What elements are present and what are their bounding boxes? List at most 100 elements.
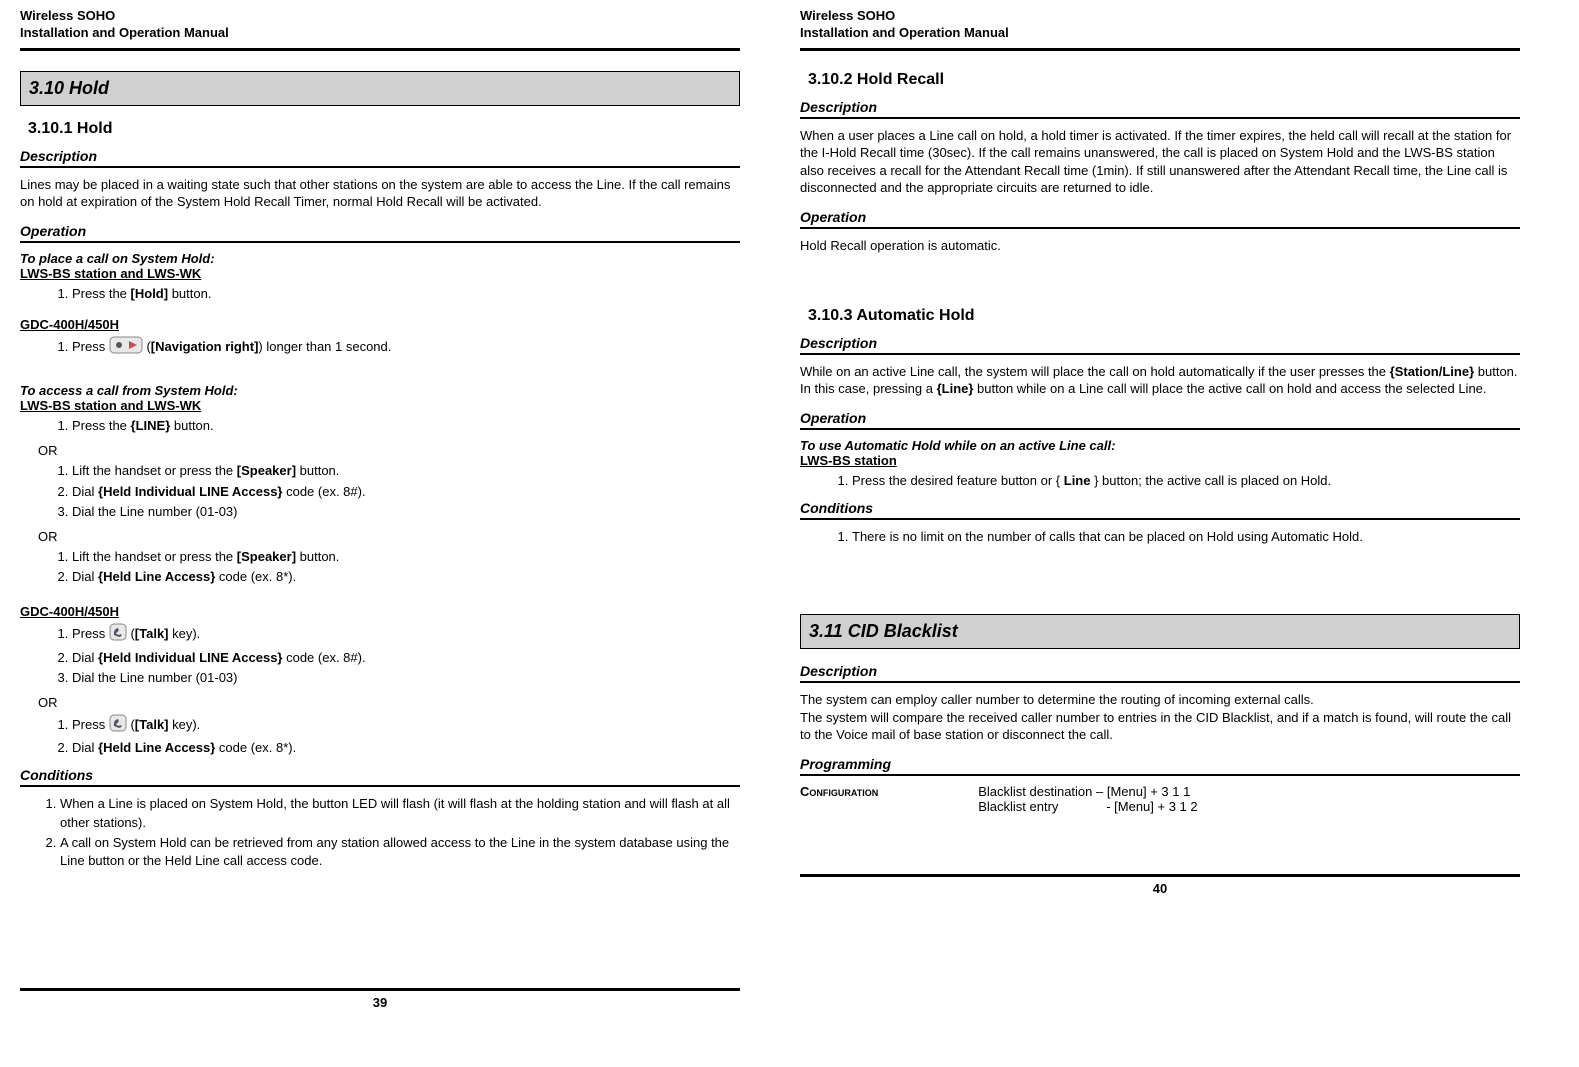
page-number: 40 bbox=[800, 881, 1520, 896]
or-text: OR bbox=[38, 443, 740, 458]
conditions-label: Conditions bbox=[20, 767, 740, 787]
access-steps-b: Lift the handset or press the [Speaker] … bbox=[20, 462, 740, 521]
access-sub: LWS-BS station and LWS-WK bbox=[20, 398, 740, 413]
text: key). bbox=[169, 717, 201, 732]
talk-key-icon bbox=[109, 623, 127, 646]
gdc2-steps-b: Press ([Talk] key). Dial {Held Line Acce… bbox=[20, 714, 740, 757]
text: Press the bbox=[72, 418, 131, 433]
text: Dial bbox=[72, 484, 98, 499]
page-container: Wireless SOHO Installation and Operation… bbox=[0, 0, 1579, 1050]
text: Dial bbox=[72, 569, 98, 584]
text: - [Menu] + 3 1 2 bbox=[1106, 799, 1197, 814]
list-item: Dial {Held Individual LINE Access} code … bbox=[72, 649, 740, 667]
text: While on an active Line call, the system… bbox=[800, 364, 1390, 379]
text: key). bbox=[169, 626, 201, 641]
section-3-11: 3.11 CID Blacklist bbox=[800, 614, 1520, 649]
text: button. bbox=[296, 549, 339, 564]
list-item: Lift the handset or press the [Speaker] … bbox=[72, 548, 740, 566]
header-line2: Installation and Operation Manual bbox=[20, 25, 740, 42]
cid-desc: The system can employ caller number to d… bbox=[800, 691, 1520, 744]
list-item: Press ([Talk] key). bbox=[72, 714, 740, 737]
heading-3-10-1: 3.10.1 Hold bbox=[28, 120, 740, 138]
text: Lift the handset or press the bbox=[72, 463, 237, 478]
nav-right-icon bbox=[109, 336, 143, 359]
ah-desc: While on an active Line call, the system… bbox=[800, 363, 1520, 398]
text: code (ex. 8*). bbox=[215, 569, 296, 584]
programming-label: Programming bbox=[800, 756, 1520, 776]
list-item: Press ([Navigation right]) longer than 1… bbox=[72, 336, 740, 359]
place-call-sub: LWS-BS station and LWS-WK bbox=[20, 266, 740, 281]
prog-row1: Blacklist destination – [Menu] + 3 1 1 bbox=[978, 784, 1197, 799]
page-header: Wireless SOHO Installation and Operation… bbox=[20, 8, 740, 42]
description-label: Description bbox=[800, 99, 1520, 119]
text: button. bbox=[168, 286, 211, 301]
text-bold: {Held Individual LINE Access} bbox=[98, 650, 282, 665]
ah-op-sub: LWS-BS station bbox=[800, 453, 1520, 468]
header-line1: Wireless SOHO bbox=[800, 8, 1520, 25]
text-bold: [Speaker] bbox=[237, 549, 296, 564]
gdc-steps: Press ([Navigation right]) longer than 1… bbox=[20, 336, 740, 359]
gdc2-steps-a: Press ([Talk] key). Dial {Held Individua… bbox=[20, 623, 740, 687]
text: } button; the active call is placed on H… bbox=[1090, 473, 1331, 488]
text: Press the desired feature button or { bbox=[852, 473, 1064, 488]
text: Blacklist entry bbox=[978, 799, 1106, 814]
list-item: Dial the Line number (01-03) bbox=[72, 503, 740, 521]
page-header: Wireless SOHO Installation and Operation… bbox=[800, 8, 1520, 42]
text-bold: [Talk] bbox=[135, 626, 169, 641]
text: ( bbox=[127, 626, 135, 641]
hr-desc: When a user places a Line call on hold, … bbox=[800, 127, 1520, 197]
operation-label: Operation bbox=[800, 209, 1520, 229]
text-bold: {Held Individual LINE Access} bbox=[98, 484, 282, 499]
page-number: 39 bbox=[20, 995, 740, 1010]
access-steps-c: Lift the handset or press the [Speaker] … bbox=[20, 548, 740, 586]
text: code (ex. 8*). bbox=[215, 740, 296, 755]
text-bold: {LINE} bbox=[131, 418, 171, 433]
list-item: Press ([Talk] key). bbox=[72, 623, 740, 646]
text: button. bbox=[1474, 364, 1517, 379]
text: In this case, pressing a bbox=[800, 381, 937, 396]
conditions-label: Conditions bbox=[800, 500, 1520, 520]
header-line1: Wireless SOHO bbox=[20, 8, 740, 25]
list-item: Dial {Held Line Access} code (ex. 8*). bbox=[72, 739, 740, 757]
list-item: When a Line is placed on System Hold, th… bbox=[60, 795, 740, 831]
text-bold: {Station/Line} bbox=[1390, 364, 1475, 379]
or-text: OR bbox=[38, 695, 740, 710]
text-bold: Line bbox=[1064, 473, 1091, 488]
text: code (ex. 8#). bbox=[282, 484, 365, 499]
text-bold: [Navigation right] bbox=[151, 339, 259, 354]
ah-steps: Press the desired feature button or { Li… bbox=[800, 472, 1520, 490]
text: button. bbox=[296, 463, 339, 478]
header-rule bbox=[800, 48, 1520, 51]
operation-label: Operation bbox=[20, 223, 740, 243]
operation-label: Operation bbox=[800, 410, 1520, 430]
text: Dial bbox=[72, 650, 98, 665]
text-bold: {Held Line Access} bbox=[98, 740, 215, 755]
or-text: OR bbox=[38, 529, 740, 544]
text-bold: [Hold] bbox=[131, 286, 169, 301]
description-label: Description bbox=[800, 335, 1520, 355]
text: button. bbox=[170, 418, 213, 433]
text: Lift the handset or press the bbox=[72, 549, 237, 564]
list-item: Press the desired feature button or { Li… bbox=[852, 472, 1520, 490]
talk-key-icon bbox=[109, 714, 127, 737]
page-39: Wireless SOHO Installation and Operation… bbox=[20, 8, 740, 1050]
header-rule bbox=[20, 48, 740, 51]
description-text: Lines may be placed in a waiting state s… bbox=[20, 176, 740, 211]
text: Dial bbox=[72, 740, 98, 755]
place-call-title: To place a call on System Hold: bbox=[20, 251, 740, 266]
text: Press bbox=[72, 339, 109, 354]
programming-table: Configuration Blacklist destination – [M… bbox=[800, 784, 1520, 814]
section-3-10: 3.10 Hold bbox=[20, 71, 740, 106]
access-steps-a: Press the {LINE} button. bbox=[20, 417, 740, 435]
place-steps: Press the [Hold] button. bbox=[20, 285, 740, 303]
footer-rule bbox=[20, 988, 740, 991]
list-item: There is no limit on the number of calls… bbox=[852, 528, 1520, 546]
text: ( bbox=[143, 339, 151, 354]
prog-left: Configuration bbox=[800, 784, 878, 814]
ah-conditions: There is no limit on the number of calls… bbox=[800, 528, 1520, 546]
text: button while on a Line call will place t… bbox=[973, 381, 1486, 396]
text-bold: {Held Line Access} bbox=[98, 569, 215, 584]
text-bold: [Speaker] bbox=[237, 463, 296, 478]
text: code (ex. 8#). bbox=[282, 650, 365, 665]
hr-op-text: Hold Recall operation is automatic. bbox=[800, 237, 1520, 255]
